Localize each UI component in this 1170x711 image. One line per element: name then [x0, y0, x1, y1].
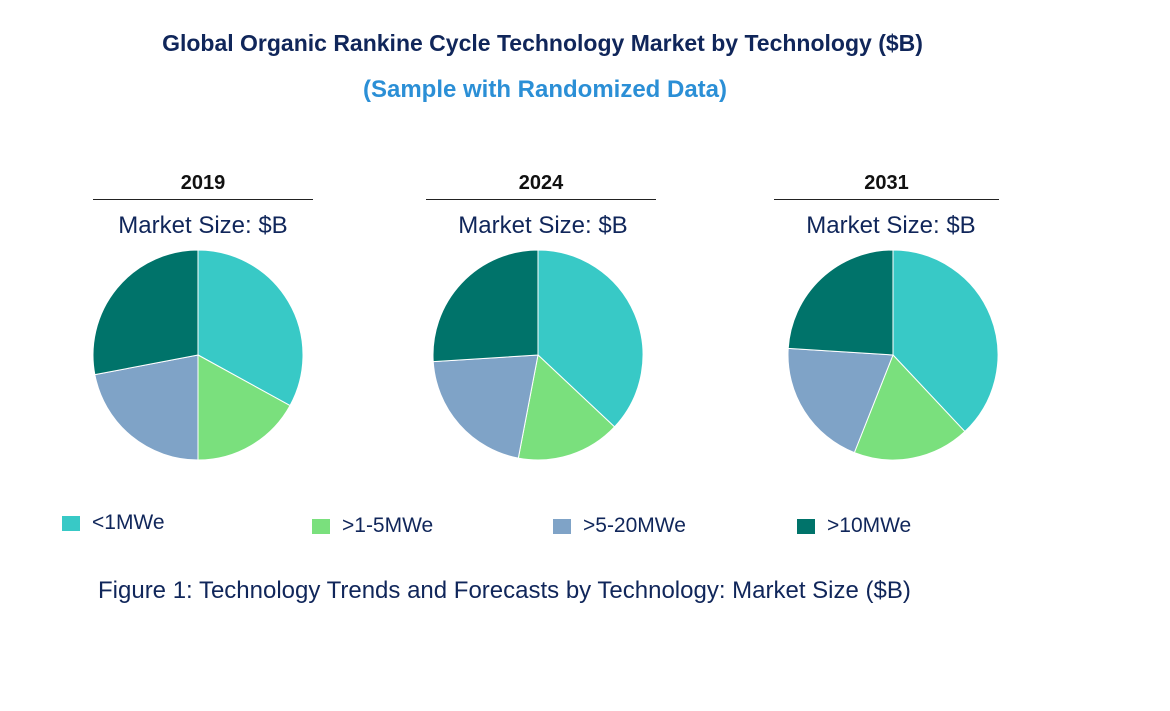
chart-subtitle: (Sample with Randomized Data) [362, 76, 728, 103]
pie-slice-2024-0 [537, 249, 644, 428]
pie-slice-2019-0 [197, 249, 304, 407]
pie-year-2031: 2031 [774, 172, 999, 200]
pie-slice-2031-3 [787, 249, 894, 356]
pie-label-2019: Market Size: $B [118, 212, 288, 239]
legend-label: >10MWe [827, 514, 912, 537]
legend-label: <1MWe [92, 511, 165, 534]
pie-slice-2031-0 [892, 249, 999, 433]
pie-slice-2024-2 [432, 354, 539, 459]
pie-year-2024: 2024 [426, 172, 656, 200]
pie-year-2019: 2019 [93, 172, 313, 200]
pie-label-2031: Market Size: $B [806, 212, 976, 239]
pie-slice-2019-1 [197, 354, 291, 461]
legend-swatch [62, 515, 80, 531]
pie-slice-2031-2 [787, 347, 894, 454]
chart-title: Global Organic Rankine Cycle Technology … [162, 30, 923, 56]
legend-swatch [797, 518, 815, 534]
figure-caption: Figure 1: Technology Trends and Forecast… [98, 577, 911, 604]
legend-label: >5-20MWe [583, 514, 686, 537]
legend-swatch [553, 518, 571, 534]
legend-label: >1-5MWe [342, 514, 434, 537]
pie-slice-2024-3 [432, 249, 539, 363]
legend-item-5-20mwe: >5-20MWe [553, 514, 686, 538]
pie-label-2024: Market Size: $B [458, 212, 628, 239]
legend-item-1-5mwe: >1-5MWe [312, 514, 433, 538]
legend-item-gt10mwe: >10MWe [797, 514, 911, 538]
pie-slice-2019-2 [94, 354, 199, 461]
pie-slice-2031-1 [853, 354, 966, 461]
legend-swatch [312, 518, 330, 534]
legend-item-lt1mwe: <1MWe [62, 511, 165, 535]
pie-slice-2024-1 [517, 354, 616, 461]
pie-slice-2019-3 [92, 249, 199, 376]
